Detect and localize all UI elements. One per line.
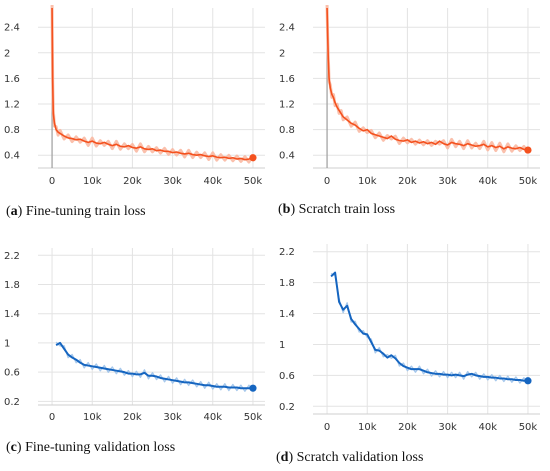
y-tick-label: 0.8 <box>279 125 295 136</box>
x-tick-label: 0 <box>324 422 330 433</box>
chart-fine-tuning-validation-loss: 0.2 0.6 1 1.4 1.8 2.2 0 10k 20k 30k 40k 50k <box>0 240 270 435</box>
caption-text: Fine-tuning validation loss <box>25 440 176 455</box>
y-tick-label: 1.2 <box>279 100 295 111</box>
chart-scratch-validation-loss: 0.2 0.6 1 1.4 1.8 2.2 0 10k 20k 30k 40k 50k <box>275 236 545 446</box>
caption-c: (c) Fine-tuning validation loss <box>6 440 176 455</box>
y-tick-label: 0.4 <box>279 151 295 162</box>
y-tick-label: 2.2 <box>4 251 20 262</box>
y-tick-label: 1.8 <box>279 278 295 289</box>
chart-plot-area: 0.4 0.8 1.2 1.6 2 2.4 0 10k 20k 30k 40k 50k <box>4 4 265 187</box>
chart-plot-area: 0.2 0.6 1 1.4 1.8 2.2 0 10k 20k 30k 40k 50k <box>4 248 265 423</box>
caption-text: Scratch validation loss <box>296 450 424 465</box>
x-tick-label: 50k <box>519 422 538 433</box>
raw-loss-curve <box>330 272 529 385</box>
x-tick-label: 10k <box>83 176 102 187</box>
y-tick-label: 1.2 <box>4 100 20 111</box>
y-tick-label: 0.8 <box>4 125 20 136</box>
y-tick-label: 2.4 <box>4 23 20 34</box>
caption-b: (b) Scratch train loss <box>278 202 396 217</box>
endpoint-marker <box>524 146 532 154</box>
y-tick-label: 2.2 <box>279 247 295 258</box>
smoothed-loss-curve <box>330 271 528 382</box>
caption-a: (a) Fine-tuning train loss <box>6 204 146 219</box>
y-tick-label: 1.6 <box>279 74 295 85</box>
x-tick-label: 0 <box>49 412 55 423</box>
chart-plot-area: 0.4 0.8 1.2 1.6 2 2.4 0 10k 20k 30k 40k 50k <box>279 4 540 187</box>
x-tick-label: 40k <box>479 422 498 433</box>
y-tick-label: 2.4 <box>279 23 295 34</box>
y-tick-label: 1.8 <box>4 280 20 291</box>
x-tick-label: 50k <box>244 412 263 423</box>
smoothed-loss-curve <box>326 7 529 151</box>
x-tick-label: 30k <box>438 422 457 433</box>
endpoint-marker <box>249 154 257 162</box>
raw-loss-curve <box>55 341 254 392</box>
caption-text: Fine-tuning train loss <box>25 204 146 219</box>
x-tick-label: 20k <box>398 422 417 433</box>
raw-loss-curve <box>50 4 255 164</box>
caption-letter: b <box>282 202 291 217</box>
x-tick-label: 20k <box>398 176 417 187</box>
y-tick-label: 2 <box>279 48 285 59</box>
x-tick-label: 50k <box>519 176 538 187</box>
x-tick-label: 20k <box>123 412 142 423</box>
y-tick-label: 0.2 <box>4 397 20 408</box>
caption-letter: c <box>10 440 17 455</box>
caption-text: Scratch train loss <box>298 202 396 217</box>
x-tick-label: 0 <box>324 176 330 187</box>
chart-scratch-train-loss: 0.4 0.8 1.2 1.6 2 2.4 0 10k 20k 30k 40k 50k <box>275 0 545 200</box>
y-tick-label: 1.4 <box>279 309 295 320</box>
endpoint-marker <box>524 377 532 385</box>
x-tick-label: 0 <box>49 176 55 187</box>
y-tick-label: 2 <box>4 48 10 59</box>
smoothed-loss-curve <box>55 341 253 390</box>
caption-letter: d <box>280 450 289 465</box>
x-tick-label: 50k <box>244 176 263 187</box>
x-tick-label: 10k <box>83 412 102 423</box>
caption-d: (d) Scratch validation loss <box>276 450 424 465</box>
y-tick-label: 1 <box>4 338 10 349</box>
y-tick-label: 1.4 <box>4 309 20 320</box>
y-tick-label: 0.6 <box>279 371 295 382</box>
endpoint-marker <box>249 384 257 392</box>
x-tick-label: 30k <box>438 176 457 187</box>
x-tick-label: 40k <box>479 176 498 187</box>
chart-plot-area: 0.2 0.6 1 1.4 1.8 2.2 0 10k 20k 30k 40k 50k <box>279 244 540 433</box>
x-tick-label: 10k <box>358 176 377 187</box>
y-tick-label: 1.6 <box>4 74 20 85</box>
y-tick-label: 0.4 <box>4 151 20 162</box>
x-tick-label: 30k <box>163 176 182 187</box>
chart-fine-tuning-train-loss: 0.4 0.8 1.2 1.6 2 2.4 0 10k 20k 30k 40k 50k <box>0 0 270 200</box>
smoothed-loss-curve <box>51 7 254 161</box>
y-tick-label: 0.2 <box>279 402 295 413</box>
x-tick-label: 40k <box>204 412 223 423</box>
x-tick-label: 20k <box>123 176 142 187</box>
y-tick-label: 0.6 <box>4 368 20 379</box>
x-tick-label: 10k <box>358 422 377 433</box>
y-tick-label: 1 <box>279 340 285 351</box>
caption-letter: a <box>10 204 18 219</box>
x-tick-label: 40k <box>204 176 223 187</box>
x-tick-label: 30k <box>163 412 182 423</box>
